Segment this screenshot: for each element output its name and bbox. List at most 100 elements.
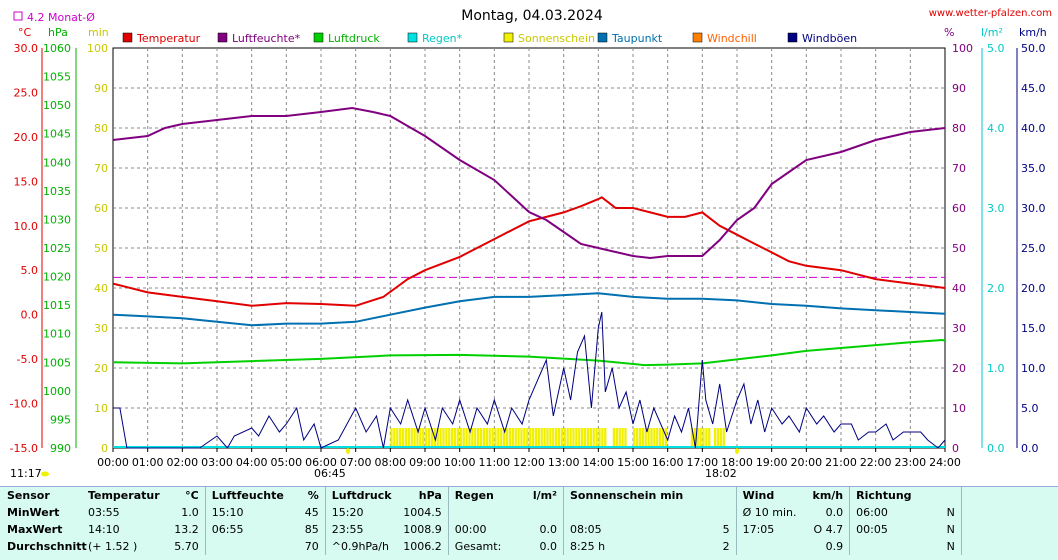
sunshine-bar	[572, 428, 575, 448]
wind-value: 0.0	[825, 506, 844, 519]
stats-row-max: MaxWert 14:10 13.2 06:55 85 23:55 1008.9…	[0, 521, 1058, 538]
sunshine-bar	[396, 428, 399, 448]
press-value: 1006.2	[403, 540, 442, 553]
sun-axis-label: 30	[94, 322, 108, 335]
sunshine-bar	[413, 428, 416, 448]
pressure-axis-label: 1000	[43, 385, 71, 398]
wind-axis-label: 0.0	[1021, 442, 1039, 455]
humidity-axis-label: 20	[952, 362, 966, 375]
sunshine-bar	[494, 428, 497, 448]
sunshine-bar	[638, 428, 642, 448]
time-left-label: 11:17	[10, 467, 42, 480]
pressure-axis-label: 995	[50, 413, 71, 426]
sun-value	[689, 504, 736, 521]
temp-value: 1.0	[181, 506, 199, 519]
x-tick-label: 04:00	[236, 456, 268, 469]
x-tick-label: 01:00	[132, 456, 164, 469]
sunshine-bar	[497, 428, 500, 448]
sun-axis-label: 80	[94, 122, 108, 135]
x-tick-label: 21:00	[825, 456, 857, 469]
sunshine-bar	[430, 428, 434, 448]
legend-swatch	[217, 32, 228, 43]
site-link[interactable]: www.wetter-pfalzen.com	[929, 8, 1052, 19]
sun-axis-label: 0	[101, 442, 108, 455]
humidity-axis-label: 50	[952, 242, 966, 255]
sun-axis-label: 70	[94, 162, 108, 175]
hdr-temperature: Temperatur	[87, 489, 160, 502]
x-tick-label: 08:00	[374, 456, 406, 469]
hum-value: 70	[304, 540, 319, 553]
sunshine-bar	[719, 428, 722, 448]
sunshine-bar	[549, 428, 552, 448]
x-tick-label: 10:00	[444, 456, 476, 469]
wind-axis-label: 15.0	[1021, 322, 1046, 335]
legend-label: Temperatur	[136, 32, 201, 45]
pressure-axis-label: 1035	[43, 185, 71, 198]
humidity-axis-label: 70	[952, 162, 966, 175]
sun-time: 8:25 h	[562, 538, 690, 555]
sunshine-bar	[477, 428, 480, 448]
sunshine-bar	[595, 428, 598, 448]
axes: 00:00 01:00 02:00 03:00 04:00 05:00 06:00 07:00…	[10, 42, 1046, 469]
sunshine-bar	[534, 428, 538, 448]
hdr-rain-unit: l/m²	[532, 489, 557, 502]
dir-time: 06:00	[849, 504, 921, 521]
hdr-humidity: Luftfeuchte	[204, 487, 284, 504]
sunshine-bar	[578, 428, 581, 448]
sunshine-bar	[583, 428, 587, 448]
dir-value: N	[946, 523, 955, 536]
legend-label: Regen*	[422, 32, 463, 45]
legend-swatch	[597, 32, 608, 43]
sunshine-bar	[474, 428, 477, 448]
series-taupunkt	[112, 292, 946, 327]
pressure-axis-label: 990	[50, 442, 71, 455]
wind-axis-label: 25.0	[1021, 242, 1046, 255]
sun-axis-label: 60	[94, 202, 108, 215]
row-label: MinWert	[7, 506, 60, 519]
x-tick-label: 22:00	[860, 456, 892, 469]
legend-label: Luftfeuchte*	[232, 32, 301, 45]
sunshine-bar	[641, 428, 644, 448]
sunshine-bar	[708, 428, 711, 448]
sun-axis-label: 100	[87, 42, 108, 55]
sun-value: 2	[722, 540, 730, 553]
legend-swatch	[692, 32, 703, 43]
x-tick-label: 24:00	[929, 456, 961, 469]
sunshine-bar	[419, 428, 422, 448]
rain-axis-label: 3.0	[987, 202, 1005, 215]
hdr-sensor: Sensor	[7, 489, 50, 502]
sunshine-bar	[407, 428, 410, 448]
x-tick-label: 15:00	[617, 456, 649, 469]
unit-min: min	[88, 26, 109, 39]
humidity-axis-label: 90	[952, 82, 966, 95]
sunshine-bar	[650, 428, 653, 448]
hdr-rain: Regen	[447, 487, 528, 504]
unit-percent: %	[944, 26, 954, 39]
temp-axis-label: 20.0	[14, 131, 39, 144]
rain-axis-label: 2.0	[987, 282, 1005, 295]
sunshine-bar	[659, 428, 662, 448]
sunshine-bar	[471, 428, 474, 448]
sunshine-bar	[456, 428, 460, 448]
wind-axis-label: 30.0	[1021, 202, 1046, 215]
press-value: 1008.9	[403, 523, 442, 536]
sunshine-bar	[511, 428, 514, 448]
stats-row-avg: Durchschnitt (+ 1.52 ) 5.70 70 ^0.9hPa/h…	[0, 538, 1058, 555]
wind-time	[735, 538, 806, 555]
sunshine-bar	[531, 428, 535, 448]
rain-value	[528, 504, 564, 521]
press-time: 23:55	[324, 521, 392, 538]
hdr-direction: Richtung	[849, 487, 962, 504]
sunshine-bar	[552, 428, 555, 448]
sunshine-bar	[621, 428, 624, 448]
sunshine-bar	[702, 428, 705, 448]
unit-kmh: km/h	[1019, 26, 1047, 39]
sunshine-bar	[569, 428, 572, 448]
unit-hpa: hPa	[48, 26, 68, 39]
sunshine-bar	[439, 428, 442, 448]
sunshine-bar	[514, 428, 517, 448]
sunshine-bar	[696, 428, 699, 448]
press-time: ^0.9hPa/h	[324, 538, 392, 555]
temp-value: 13.2	[174, 523, 199, 536]
sunshine-bar	[399, 428, 402, 448]
